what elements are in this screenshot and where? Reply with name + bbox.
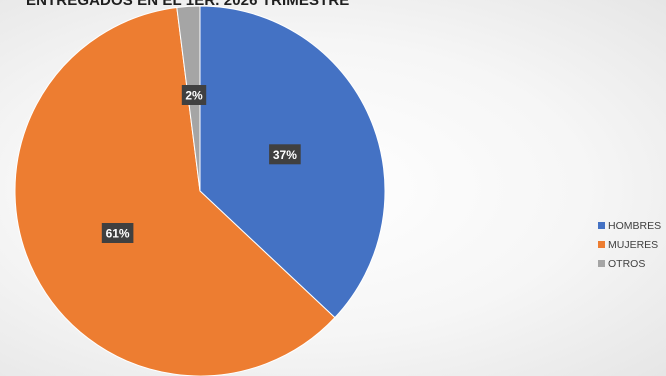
data-label-text: 2% — [185, 89, 203, 103]
chart-title: ENTREGADOS EN EL 1ER. 2026 TRIMESTRE — [26, 0, 350, 9]
pie-slice-mujeres — [14, 6, 336, 376]
legend-item-otros: OTROS — [598, 254, 666, 273]
legend-swatch — [598, 260, 605, 267]
legend-item-hombres: HOMBRES — [598, 216, 666, 235]
data-label-hombres: 37% — [269, 144, 301, 165]
data-label-box — [269, 144, 301, 165]
data-label-text: 61% — [106, 227, 130, 241]
legend-item-mujeres: MUJERES — [598, 235, 666, 254]
data-label-box — [101, 223, 134, 243]
pie-slices — [14, 5, 386, 376]
legend-swatch — [598, 222, 605, 229]
legend-swatch — [598, 241, 605, 248]
legend-label: OTROS — [608, 257, 646, 270]
legend-label: MUJERES — [608, 238, 659, 251]
pie-data-labels: 37% 61% 2% — [101, 85, 301, 243]
chart-legend: HOMBRES MUJERES OTROS — [598, 216, 666, 273]
legend-label: HOMBRES — [608, 219, 662, 232]
data-label-mujeres: 61% — [101, 223, 134, 243]
data-label-otros: 2% — [181, 85, 207, 105]
data-label-box — [181, 85, 207, 105]
data-label-text: 37% — [273, 148, 297, 162]
